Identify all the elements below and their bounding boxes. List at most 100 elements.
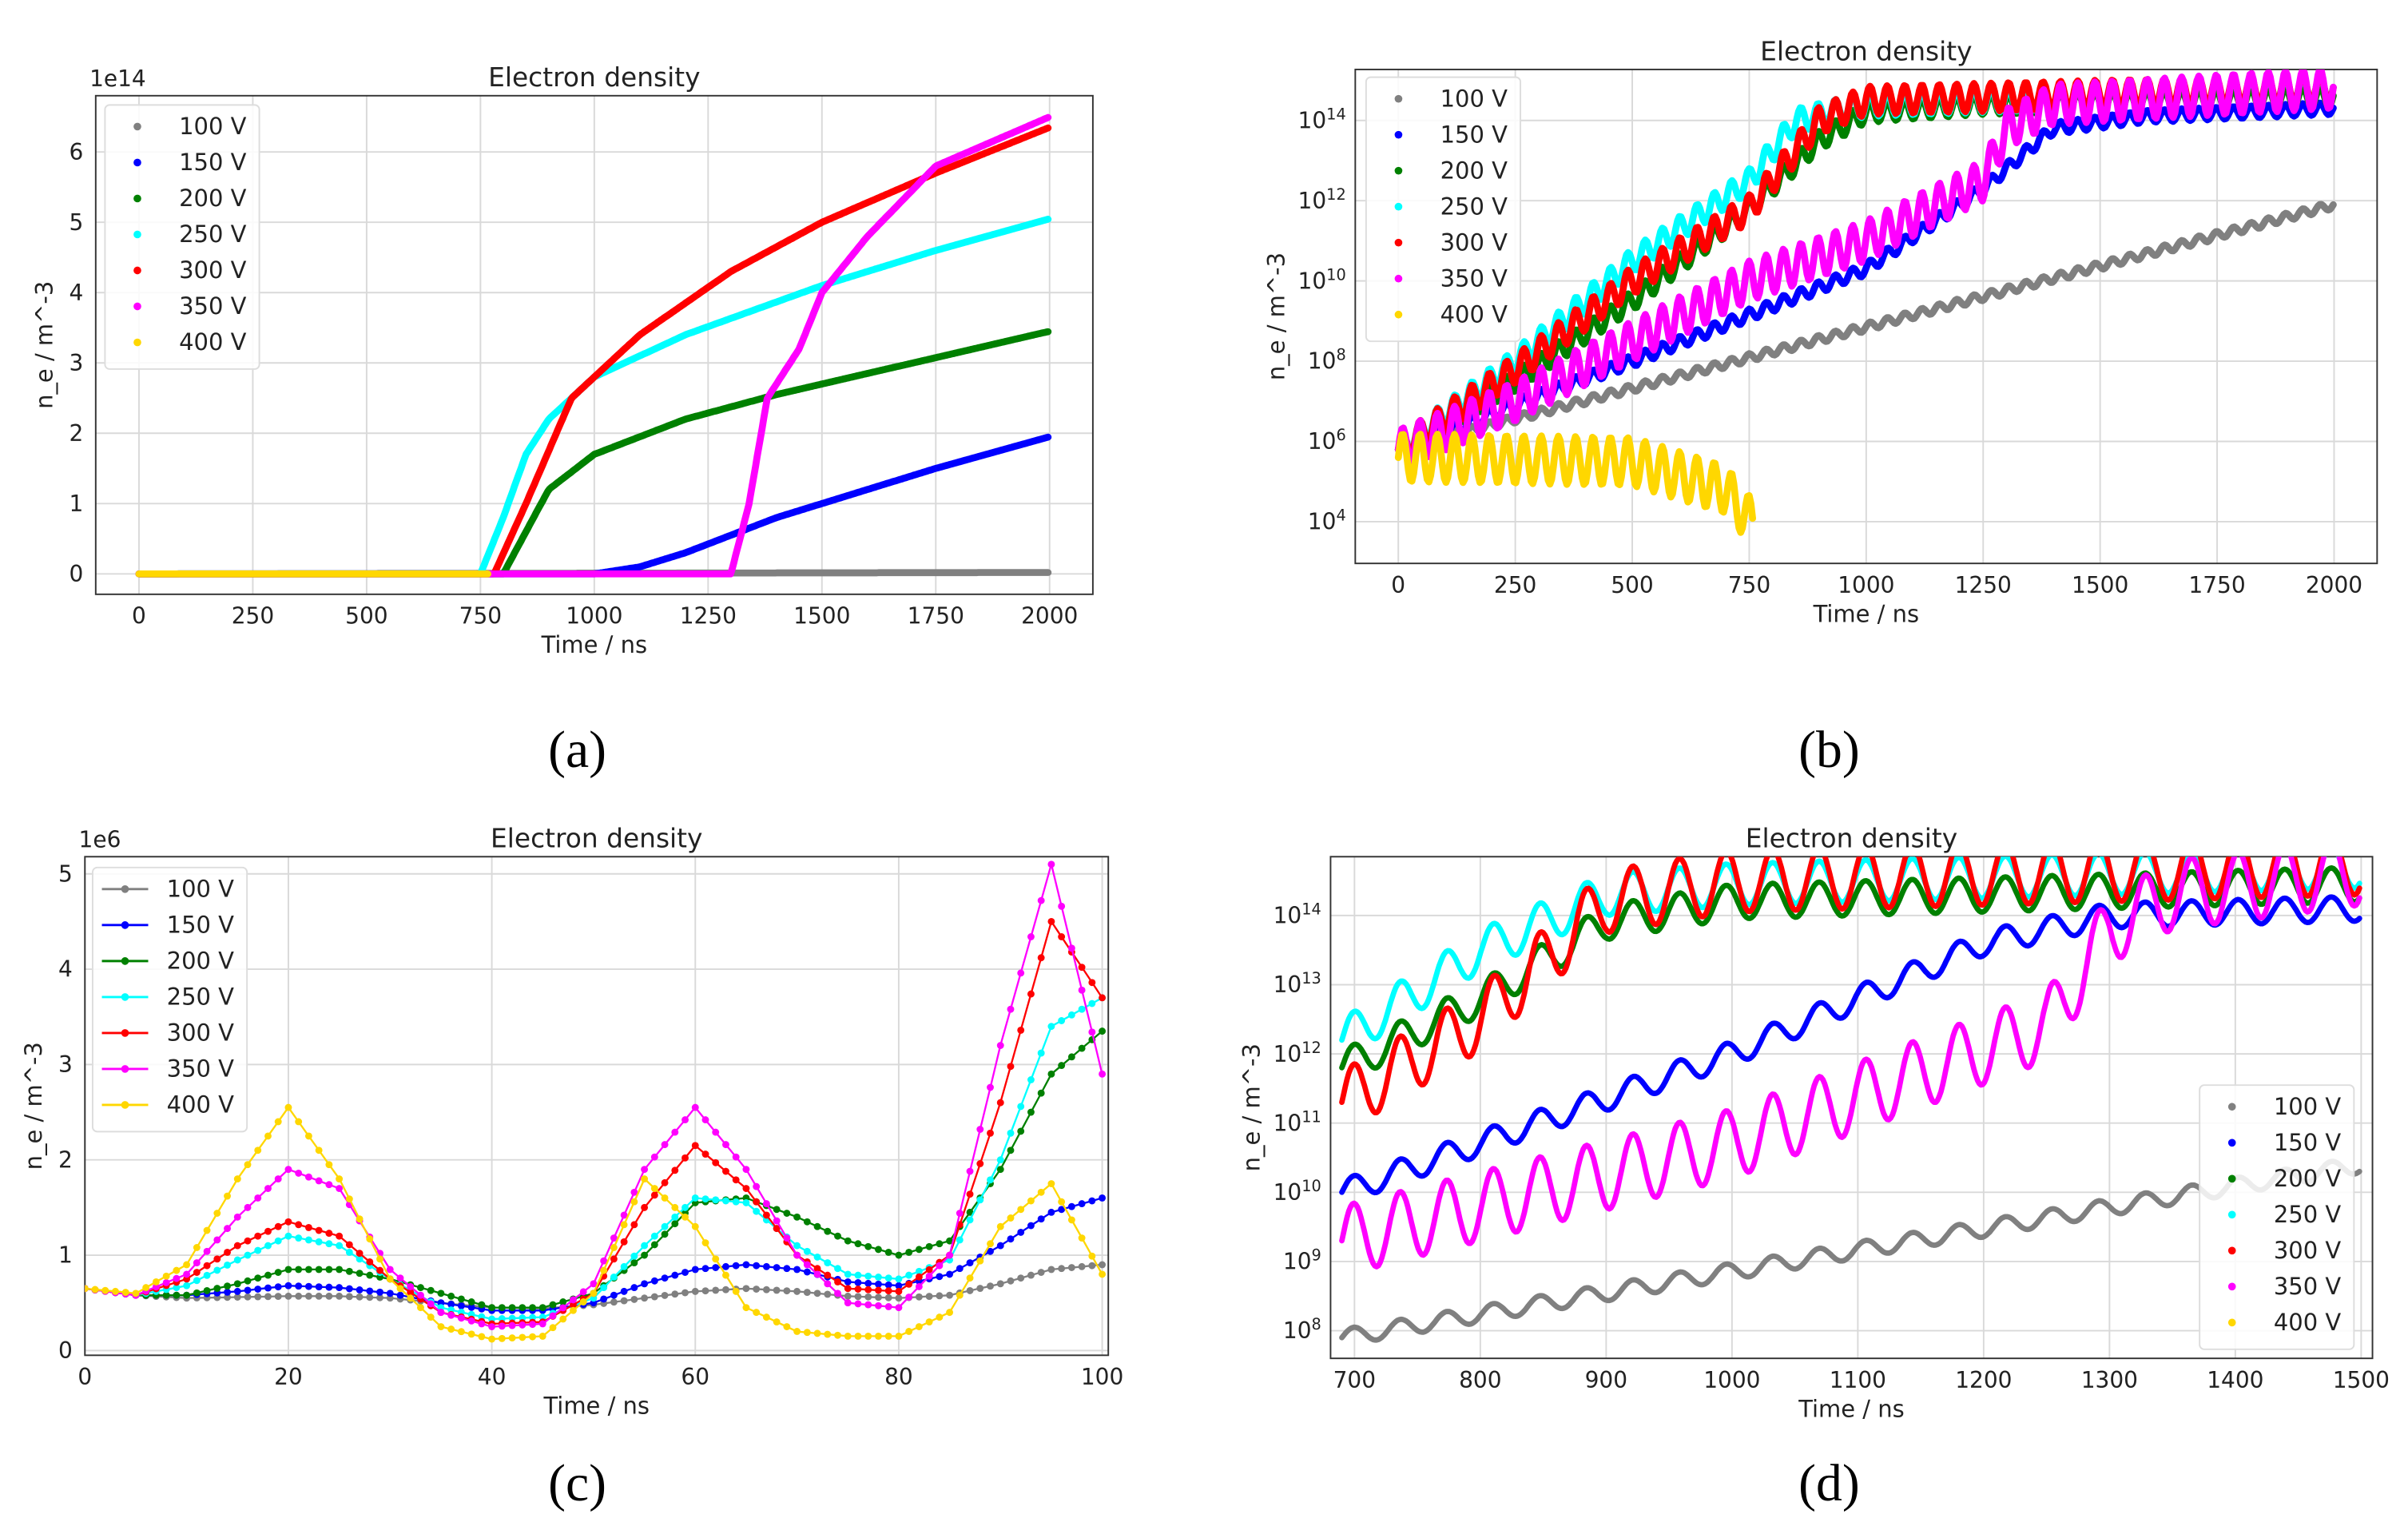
data-point: [336, 1266, 344, 1274]
data-point: [610, 1255, 618, 1263]
series-350v: [1339, 856, 2362, 1270]
data-point: [712, 1286, 720, 1294]
data-point: [519, 1333, 527, 1341]
y-tick-label: 1011: [1274, 1107, 1321, 1137]
data-point: [427, 1300, 435, 1308]
data-point: [875, 1294, 882, 1301]
data-point: [203, 1271, 211, 1279]
legend-marker: [121, 957, 129, 965]
legend-marker: [1394, 202, 1403, 211]
data-point: [325, 1292, 333, 1300]
data-point: [844, 1278, 852, 1286]
data-point: [183, 1282, 191, 1290]
data-point: [641, 1251, 649, 1259]
y-tick-label: 1: [70, 491, 84, 517]
data-point: [884, 1249, 892, 1256]
data-point: [579, 1298, 587, 1305]
legend-label: 350 V: [179, 292, 247, 320]
legend-item: 250 V: [101, 984, 234, 1011]
data-point: [264, 1271, 272, 1279]
legend-item: 150 V: [2227, 1129, 2341, 1156]
y-tick-label: 104: [1308, 506, 1346, 535]
data-point: [681, 1269, 689, 1276]
data-point: [417, 1304, 424, 1312]
legend-marker: [121, 1065, 129, 1073]
legend-item: 350 V: [2227, 1273, 2342, 1300]
data-point: [233, 1256, 241, 1264]
data-point: [132, 1290, 140, 1297]
data-point: [203, 1247, 211, 1255]
data-point: [650, 1153, 658, 1161]
data-point: [549, 1301, 557, 1309]
data-point: [508, 1304, 516, 1312]
legend-label: 350 V: [167, 1055, 235, 1083]
y-tick-label: 1010: [1298, 265, 1346, 295]
chart-panel-b: 0 250 500 750 1000 1250 1500 1750 2000 104 106 108 1…: [1262, 36, 2378, 628]
data-point: [457, 1302, 465, 1309]
legend-label: 350 V: [2274, 1273, 2342, 1300]
data-point: [1037, 1188, 1045, 1196]
data-point: [264, 1293, 272, 1301]
data-point: [91, 1286, 99, 1294]
legend-label: 150 V: [167, 912, 235, 939]
data-point: [783, 1210, 791, 1217]
data-point: [1047, 1266, 1055, 1274]
data-point: [356, 1270, 364, 1278]
x-tick-label: 1500: [2072, 572, 2128, 598]
data-point: [173, 1291, 181, 1299]
data-point: [264, 1284, 272, 1292]
data-point: [1047, 1023, 1055, 1031]
data-point: [152, 1283, 160, 1291]
data-point: [691, 1266, 699, 1274]
data-point: [681, 1213, 689, 1221]
data-point: [233, 1287, 241, 1295]
data-point: [498, 1334, 506, 1342]
data-point: [630, 1284, 638, 1292]
data-point: [753, 1262, 761, 1270]
data-point: [661, 1230, 669, 1238]
legend-item: 100 V: [133, 113, 247, 140]
series-group: [135, 113, 1052, 578]
data-point: [854, 1240, 862, 1248]
data-point: [284, 1266, 292, 1274]
legend-marker: [133, 122, 141, 131]
x-tick-label: 60: [681, 1364, 709, 1390]
data-point: [1067, 1202, 1075, 1210]
data-point: [905, 1294, 913, 1301]
legend-marker: [121, 1029, 129, 1037]
data-point: [295, 1221, 303, 1229]
data-point: [854, 1333, 862, 1340]
legend-label: 100 V: [167, 876, 235, 903]
legend-marker: [2227, 1139, 2236, 1147]
data-point: [905, 1249, 913, 1256]
data-point: [793, 1328, 801, 1335]
data-point: [884, 1294, 892, 1301]
series-200v: [1339, 864, 2362, 1071]
data-point: [85, 1285, 89, 1293]
data-point: [254, 1286, 262, 1293]
data-point: [1088, 1252, 1096, 1260]
data-point: [946, 1291, 954, 1299]
data-point: [661, 1274, 669, 1282]
data-point: [254, 1232, 262, 1240]
data-point: [376, 1288, 383, 1296]
data-point: [762, 1200, 770, 1208]
x-tick-label: 500: [1611, 572, 1653, 598]
data-point: [732, 1153, 740, 1161]
data-point: [650, 1293, 658, 1301]
data-point: [712, 1264, 720, 1271]
data-point: [345, 1293, 353, 1301]
y-tick-label: 1010: [1274, 1176, 1321, 1205]
data-point: [1088, 999, 1096, 1007]
data-point: [538, 1304, 546, 1312]
data-point: [753, 1286, 761, 1293]
legend-item: 400 V: [2227, 1309, 2341, 1336]
data-point: [895, 1304, 903, 1312]
data-point: [264, 1132, 272, 1140]
data-point: [254, 1274, 262, 1282]
data-point: [641, 1294, 649, 1302]
data-point: [824, 1280, 832, 1288]
data-point: [884, 1281, 892, 1289]
data-point: [1058, 1062, 1066, 1070]
data-point: [681, 1116, 689, 1124]
